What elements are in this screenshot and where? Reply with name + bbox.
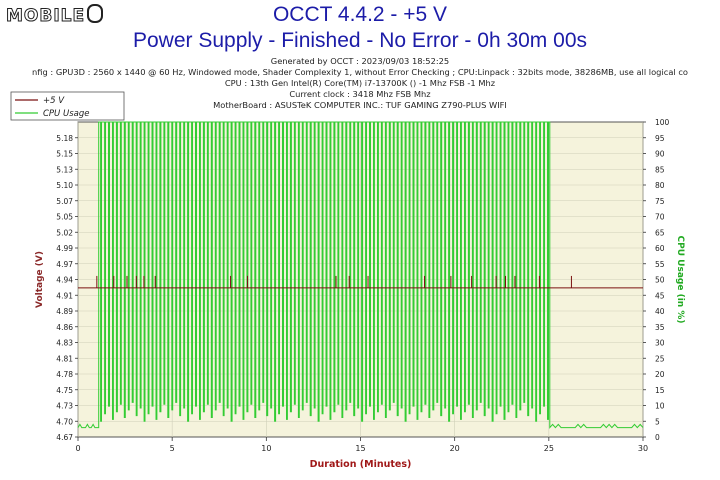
cpu-usage-series [77,121,644,429]
y-tick-label: 4.70 [56,417,73,426]
legend-label-voltage: +5 V [43,96,65,106]
info-line-cpu: CPU : 13th Gen Intel(R) Core(TM) i7-1370… [224,78,496,88]
x-tick-label: 25 [544,444,554,453]
axes: 4.67 4.70 4.73 4.75 4.78 4.81 4.83 4.86 4.89 4.91… [56,118,669,453]
mobile01-watermark: MOBILE [5,4,104,27]
y2-tick-label: 60 [655,244,665,253]
cpu-usage-line [77,121,644,429]
y2-tick-label: 10 [655,402,665,411]
y2-axis-title: CPU Usage (in %) [675,236,685,324]
info-line-generated: Generated by OCCT : 2023/09/03 18:52:25 [270,56,450,66]
y2-tick-label: 40 [655,307,665,316]
y-tick-label: 4.75 [56,386,73,395]
y2-tick-label: 50 [655,276,665,285]
chart-title: OCCT 4.4.2 - +5 V [272,3,448,26]
y2-tick-label: 75 [655,197,665,206]
y2-tick-label: 55 [655,260,665,269]
y-tick-label: 4.83 [56,339,73,348]
y2-tick-label: 85 [655,165,665,174]
x-axis-title: Duration (Minutes) [310,459,412,470]
y2-tick-label: 80 [655,181,665,190]
y-axis-title: Voltage (V) [35,251,45,308]
y-tick-label: 5.05 [56,213,73,222]
y2-tick-label: 35 [655,323,665,332]
info-line-motherboard: MotherBoard : ASUSTeK COMPUTER INC.: TUF… [213,100,507,110]
y2-tick-label: 15 [655,386,665,395]
x-tick-label: 5 [170,444,175,453]
y2-tick-label: 45 [655,291,665,300]
watermark-text: MOBILE [5,6,86,27]
y-tick-label: 5.15 [56,150,73,159]
y-tick-label: 4.94 [56,276,73,285]
y-tick-label: 4.99 [56,244,73,253]
info-line-clock: Current clock : 3418 Mhz FSB Mhz [289,89,431,99]
y2-tick-label: 30 [655,339,665,348]
y-tick-label: 5.13 [56,165,73,174]
y2-tick-label: 25 [655,354,665,363]
grid-lines [77,122,644,437]
y2-tick-label: 5 [655,417,660,426]
y2-tick-label: 20 [655,370,665,379]
y-tick-label: 5.02 [56,228,73,237]
legend-box [10,91,125,121]
y-tick-label: 4.81 [56,354,73,363]
y-tick-label: 4.78 [56,370,73,379]
y2-tick-label: 0 [655,433,660,442]
y2-tick-label: 70 [655,213,665,222]
info-line-config: nfig : GPU3D : 2560 x 1440 @ 60 Hz, Wind… [32,67,688,77]
y-tick-label: 5.18 [56,134,73,143]
x-tick-label: 0 [75,444,80,453]
x-tick-label: 20 [450,444,460,453]
legend-label-cpu: CPU Usage [43,109,89,119]
y-tick-label: 4.86 [56,323,73,332]
y-tick-label: 4.67 [56,433,73,442]
y2-tick-label: 65 [655,228,665,237]
voltage-series [78,275,643,289]
x-tick-label: 10 [261,444,271,453]
x-tick-label: 30 [638,444,648,453]
y-tick-label: 5.07 [56,197,73,206]
y-tick-label: 4.91 [56,291,73,300]
chart-subtitle: Power Supply - Finished - No Error - 0h … [132,29,587,52]
y2-tick-label: 95 [655,134,665,143]
y-tick-label: 4.73 [56,402,73,411]
legend: +5 V CPU Usage [10,91,125,121]
x-tick-label: 15 [355,444,365,453]
y-tick-label: 4.97 [56,260,73,269]
y-tick-label: 5.10 [56,181,73,190]
watermark-logo-icon [87,4,104,23]
y2-tick-label: 90 [655,150,665,159]
y-tick-label: 4.89 [56,307,73,316]
y2-tick-label: 100 [655,118,670,127]
